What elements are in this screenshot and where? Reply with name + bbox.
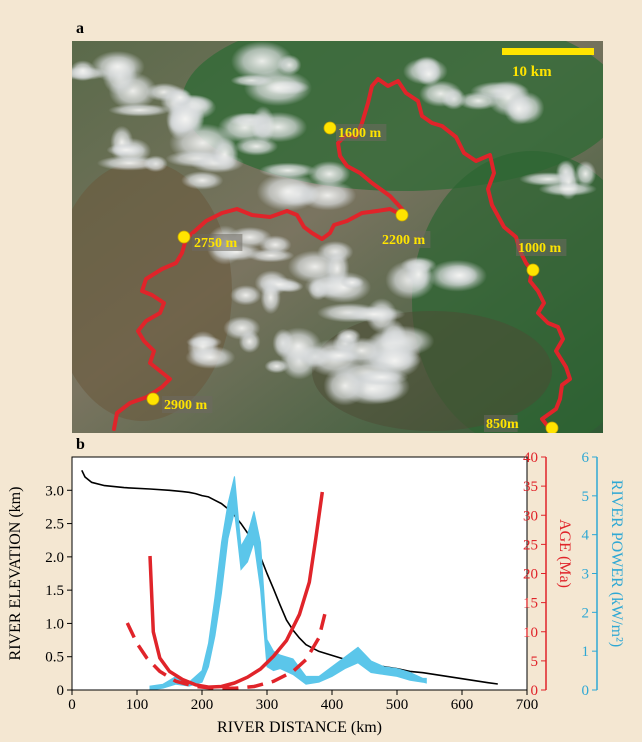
- snow-fields: [72, 41, 597, 406]
- elevation-tick-label: 2.0: [45, 550, 64, 566]
- x-tick-label: 100: [126, 697, 149, 713]
- power-tick-label: 3: [582, 567, 590, 583]
- marker-label: 1600 m: [338, 126, 382, 141]
- panel-b-label: b: [76, 436, 85, 453]
- elevation-tick-label: 3.0: [45, 483, 64, 499]
- x-tick-label: 700: [516, 697, 539, 713]
- marker-dot: [177, 230, 191, 244]
- satellite-map: 1600 m 2200 m 2750 m 1000 m 2900 m 850m 10 km: [72, 41, 603, 433]
- marker-label-bg: [380, 231, 431, 248]
- scale-bar-line: [502, 48, 594, 55]
- x-tick-label: 600: [451, 697, 474, 713]
- x-tick-label: 300: [256, 697, 279, 713]
- age-tick-label: 20: [523, 567, 538, 583]
- marker-label: 2750 m: [194, 236, 238, 251]
- marker-label-bg: [484, 415, 518, 432]
- marker-label: 850m: [486, 417, 519, 432]
- power-tick-label: 4: [582, 528, 590, 544]
- x-tick-label: 200: [191, 697, 214, 713]
- scale-bar: 10 km: [502, 48, 594, 80]
- elevation-axis-label: RIVER ELEVATION (km): [7, 487, 24, 661]
- age-tick-label: 40: [523, 450, 538, 466]
- river-power-band: [149, 476, 427, 691]
- elevation-marker: 2750 m: [177, 230, 243, 251]
- panel-a-label: a: [76, 20, 84, 37]
- marker-label-bg: [162, 396, 213, 413]
- marker-label: 2200 m: [382, 233, 426, 248]
- age-tick-label: 35: [523, 479, 538, 495]
- elevation-marker: 1600 m: [323, 121, 387, 141]
- marker-label-bg: [516, 239, 567, 256]
- elevation-tick-label: 1.0: [45, 616, 64, 632]
- power-tick-label: 2: [582, 605, 590, 621]
- age-tick-label: 15: [523, 596, 538, 612]
- plot-area: [72, 457, 527, 690]
- power-tick-label: 0: [582, 683, 590, 699]
- age-tick-label: 25: [523, 537, 538, 553]
- marker-dot: [146, 392, 160, 406]
- power-tick-label: 5: [582, 489, 590, 505]
- age-tick-label: 30: [523, 508, 538, 524]
- age-dashed-line: [125, 610, 328, 691]
- x-tick-label: 0: [68, 697, 76, 713]
- elevation-tick-label: 1.5: [45, 583, 64, 599]
- marker-dot: [545, 421, 559, 433]
- marker-dot: [323, 121, 337, 135]
- elevation-line: [81, 469, 498, 685]
- marker-dot: [526, 263, 540, 277]
- elevation-tick-label: 0: [57, 683, 65, 699]
- elevation-marker: 2900 m: [146, 392, 213, 413]
- age-tick-label: 10: [523, 625, 538, 641]
- elevation-tick-label: 2.5: [45, 517, 64, 533]
- x-tick-label: 500: [386, 697, 409, 713]
- age-axis-label: AGE (Ma): [556, 519, 573, 588]
- marker-dot: [395, 208, 409, 222]
- x-axis-label: RIVER DISTANCE (km): [217, 719, 382, 736]
- river-path: [112, 77, 572, 431]
- plot-frame: [71, 456, 528, 691]
- marker-label-bg: [192, 234, 243, 251]
- age-tick-label: 0: [531, 683, 539, 699]
- elevation-markers: 1600 m 2200 m 2750 m 1000 m 2900 m 850m: [146, 121, 567, 433]
- x-tick-label: 400: [321, 697, 344, 713]
- marker-label-bg: [336, 124, 387, 141]
- power-axis-label: RIVER POWER (kW/m²): [608, 480, 625, 647]
- power-tick-label: 6: [582, 450, 590, 466]
- marker-label: 2900 m: [164, 398, 208, 413]
- power-tick-label: 1: [582, 644, 590, 660]
- age-tick-label: 5: [531, 654, 539, 670]
- elevation-marker: 1000 m: [516, 239, 567, 277]
- scale-bar-label: 10 km: [512, 64, 552, 80]
- elevation-tick-label: 0.5: [45, 650, 64, 666]
- age-solid-line: [148, 491, 325, 689]
- elevation-marker: 2200 m: [380, 208, 431, 248]
- marker-label: 1000 m: [518, 241, 562, 256]
- elevation-marker: 850m: [484, 415, 559, 433]
